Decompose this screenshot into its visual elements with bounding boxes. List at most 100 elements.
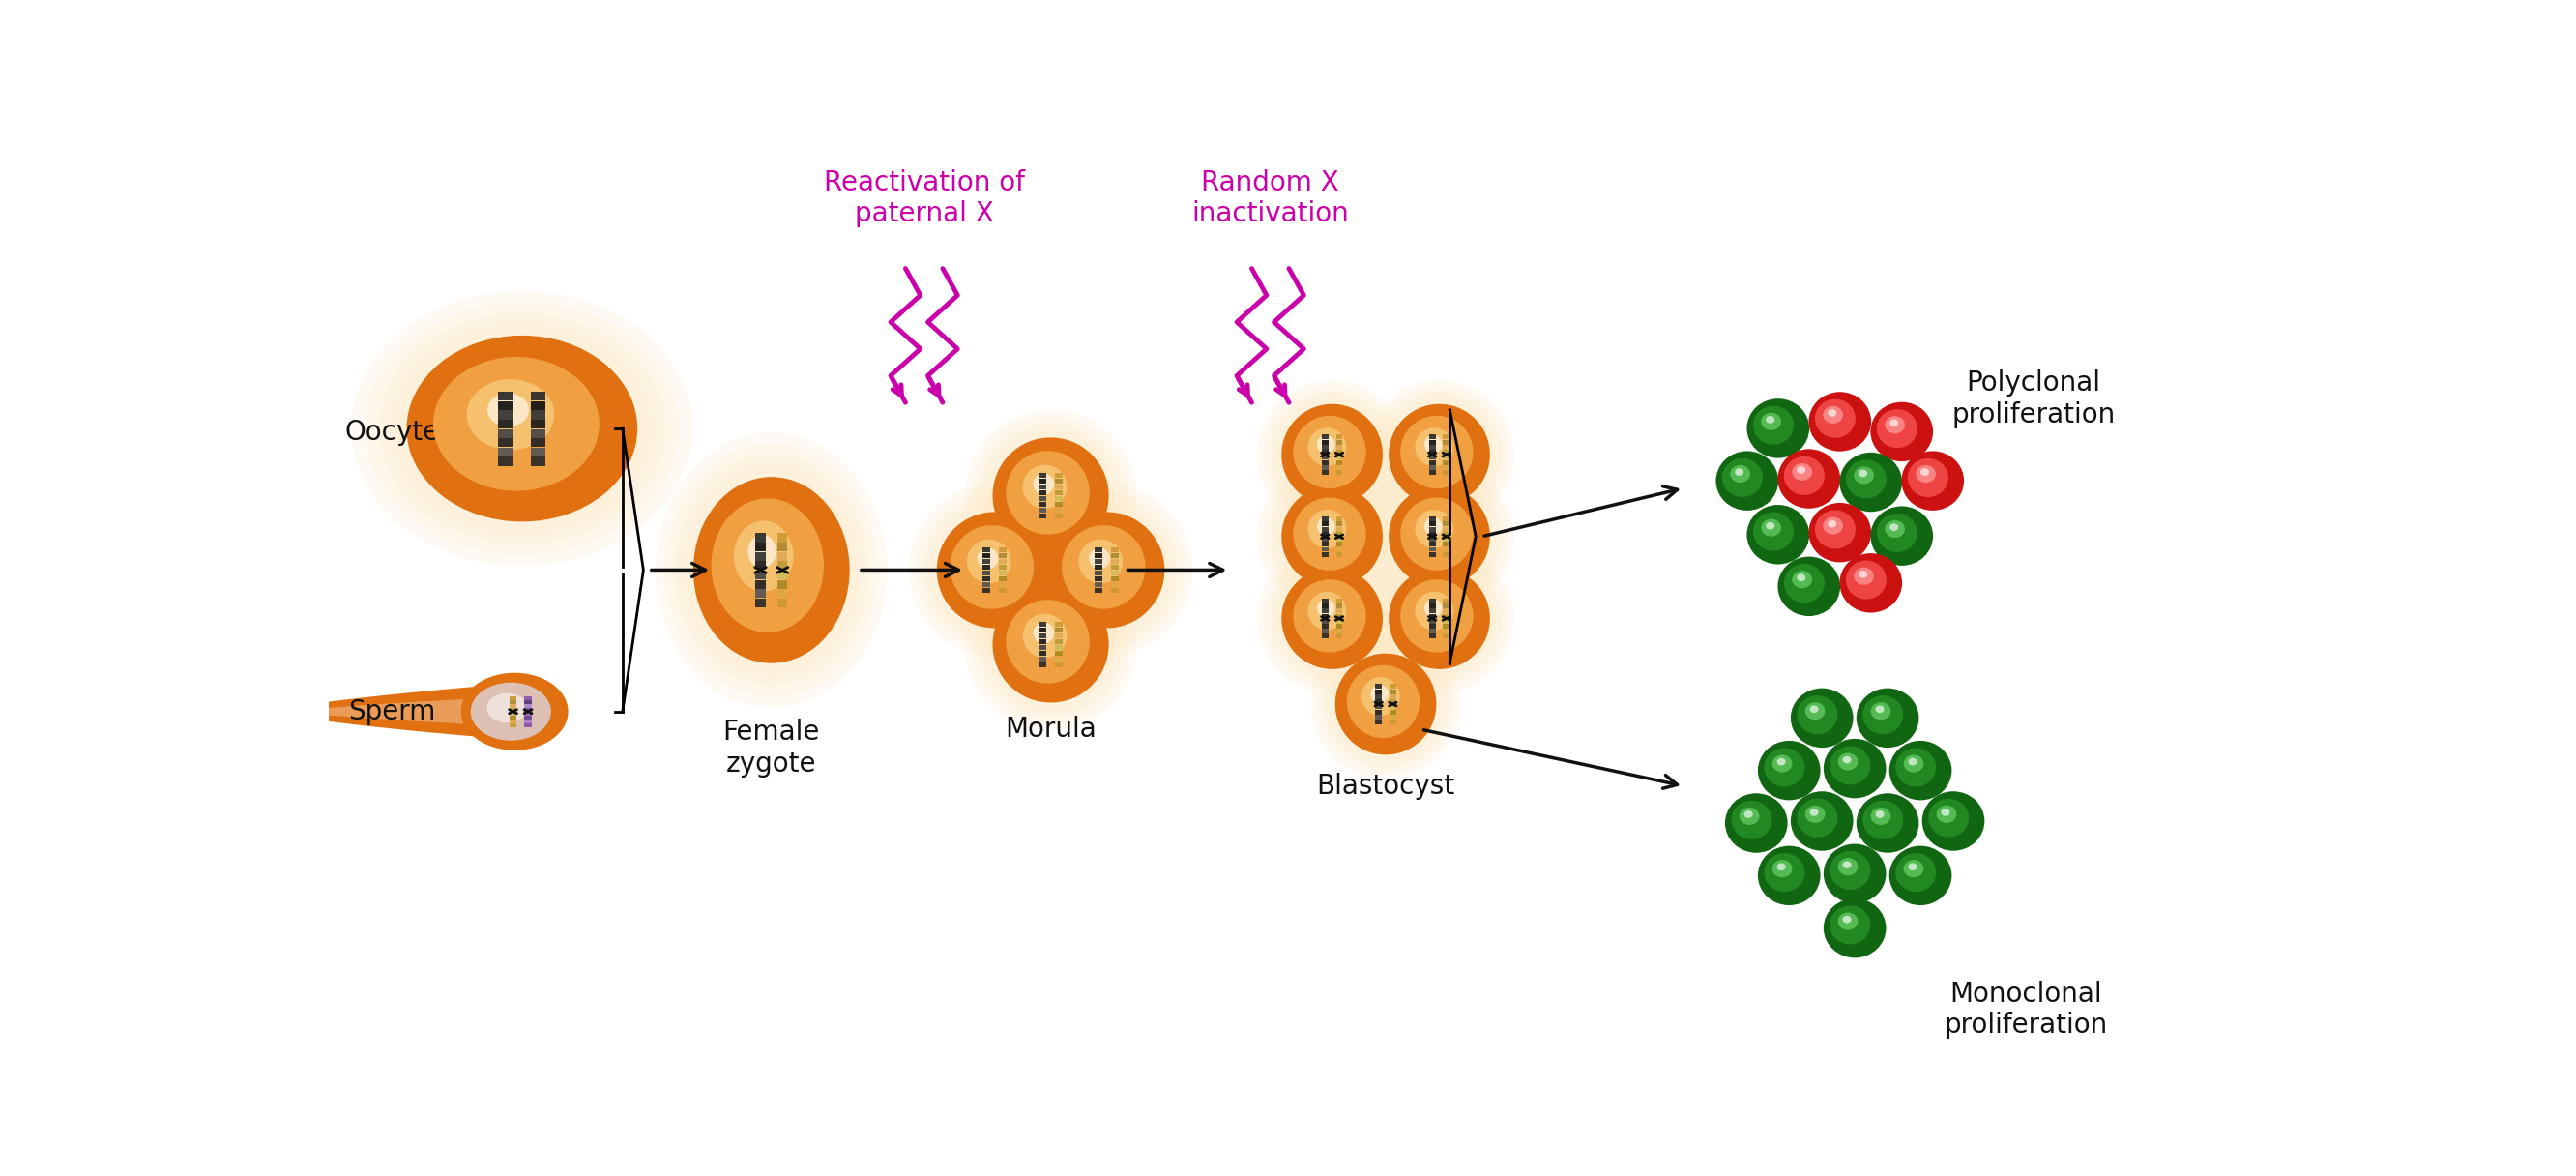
Ellipse shape — [1007, 450, 1090, 535]
Ellipse shape — [734, 521, 793, 592]
Ellipse shape — [1280, 568, 1383, 669]
Bar — [1056, 490, 1061, 495]
Bar — [1430, 455, 1435, 460]
Ellipse shape — [1829, 746, 1870, 784]
Ellipse shape — [1757, 846, 1821, 906]
Ellipse shape — [1847, 460, 1886, 499]
Bar — [1430, 619, 1435, 623]
Ellipse shape — [1777, 449, 1839, 508]
Ellipse shape — [1842, 916, 1852, 923]
Bar — [1430, 599, 1435, 603]
Bar — [1443, 435, 1450, 440]
Ellipse shape — [407, 335, 636, 522]
Bar — [510, 708, 518, 711]
Bar — [1110, 559, 1118, 564]
Ellipse shape — [966, 409, 1136, 582]
Bar — [531, 392, 546, 401]
Bar — [1443, 623, 1450, 629]
Ellipse shape — [1747, 505, 1808, 564]
Ellipse shape — [1370, 386, 1507, 523]
Ellipse shape — [1839, 453, 1901, 512]
Text: Reactivation of
paternal X: Reactivation of paternal X — [824, 169, 1025, 227]
Bar — [755, 561, 765, 570]
Bar — [510, 716, 518, 720]
Bar — [1056, 473, 1061, 479]
Bar — [1337, 465, 1342, 470]
Bar — [1110, 553, 1118, 559]
Ellipse shape — [966, 559, 1136, 730]
Ellipse shape — [1870, 506, 1932, 566]
Bar — [1337, 629, 1342, 634]
Ellipse shape — [1942, 809, 1950, 816]
Bar — [984, 553, 989, 559]
Ellipse shape — [1090, 548, 1110, 569]
Bar — [778, 561, 788, 570]
Bar — [1337, 623, 1342, 629]
Ellipse shape — [1023, 465, 1066, 509]
Ellipse shape — [1041, 505, 1172, 635]
Bar — [1443, 634, 1450, 639]
Bar — [755, 533, 765, 542]
Ellipse shape — [992, 587, 1108, 702]
Ellipse shape — [1023, 614, 1066, 657]
Bar — [1443, 516, 1450, 521]
Ellipse shape — [683, 466, 858, 674]
Bar — [497, 410, 513, 420]
Bar — [1056, 650, 1061, 656]
Bar — [1056, 639, 1061, 644]
Bar — [755, 589, 765, 597]
Ellipse shape — [1262, 386, 1401, 523]
Ellipse shape — [1293, 415, 1365, 488]
Bar — [778, 570, 788, 580]
Bar — [1443, 608, 1450, 614]
Bar — [1443, 449, 1450, 455]
Bar — [1056, 633, 1061, 639]
Ellipse shape — [1909, 863, 1917, 870]
Text: Female
zygote: Female zygote — [724, 719, 819, 777]
Ellipse shape — [1376, 474, 1502, 600]
Ellipse shape — [1798, 574, 1806, 581]
Bar — [1443, 470, 1450, 475]
Bar — [755, 552, 765, 561]
Ellipse shape — [1917, 466, 1935, 482]
Ellipse shape — [665, 443, 878, 696]
Bar — [1430, 542, 1435, 547]
Ellipse shape — [1754, 406, 1793, 445]
Ellipse shape — [1270, 556, 1394, 681]
Bar — [1430, 603, 1435, 608]
Ellipse shape — [1847, 561, 1886, 600]
Bar — [1443, 527, 1450, 532]
Ellipse shape — [1754, 512, 1793, 550]
Bar — [1321, 614, 1329, 619]
Ellipse shape — [1870, 402, 1932, 461]
Bar — [1038, 650, 1046, 656]
Ellipse shape — [1837, 858, 1857, 875]
Ellipse shape — [1922, 791, 1984, 850]
Ellipse shape — [1370, 549, 1507, 687]
Bar — [984, 564, 989, 570]
Ellipse shape — [1414, 509, 1453, 548]
Bar — [1038, 662, 1046, 668]
Bar — [1056, 485, 1061, 489]
Bar — [778, 589, 788, 597]
Ellipse shape — [1762, 413, 1780, 430]
Bar — [1430, 435, 1435, 440]
Bar — [1110, 547, 1118, 553]
Ellipse shape — [992, 437, 1108, 554]
Ellipse shape — [1888, 741, 1953, 800]
Ellipse shape — [1734, 468, 1744, 476]
Ellipse shape — [1383, 480, 1497, 593]
Bar — [1321, 449, 1329, 455]
Bar — [778, 580, 788, 589]
Bar — [1337, 516, 1342, 521]
Bar — [1337, 435, 1342, 440]
Text: Blastocyst: Blastocyst — [1316, 773, 1455, 800]
Bar — [1056, 662, 1061, 668]
Bar — [999, 564, 1007, 570]
Bar — [1095, 576, 1103, 582]
Bar — [1337, 608, 1342, 614]
Bar — [497, 448, 513, 456]
Ellipse shape — [1785, 563, 1824, 602]
Bar — [526, 711, 531, 715]
Bar — [1056, 479, 1061, 485]
